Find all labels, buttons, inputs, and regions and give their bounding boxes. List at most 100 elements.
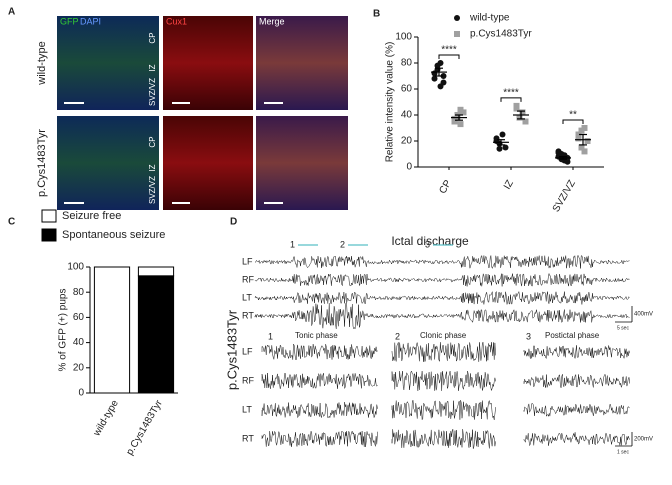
significance-label: ** [569, 110, 577, 121]
segment-marker: 1 [268, 331, 273, 341]
phase-label: Tonic phase [295, 331, 338, 340]
segment-marker: 3 [425, 239, 430, 249]
eeg-trace [261, 402, 378, 419]
channel-label: RT [242, 433, 254, 443]
eeg-trace [254, 302, 630, 330]
y-axis-title: % of GFP (+) pups [58, 289, 69, 372]
eeg-trace [523, 345, 630, 360]
legend-label: p.Cys1483Tyr [470, 29, 532, 40]
significance-bracket [438, 54, 460, 59]
data-point [451, 118, 458, 125]
micrograph [57, 116, 159, 210]
micrograph [57, 16, 159, 110]
data-point [437, 83, 444, 90]
phase-label: Clonic phase [420, 331, 467, 340]
layer-label: SVZ/VZ [148, 176, 157, 204]
scale-label: 1 sec [617, 449, 629, 455]
legend-label: Spontaneous seizure [62, 229, 165, 241]
y-tick-label: 80 [73, 287, 85, 298]
data-point [564, 158, 571, 165]
bar-segment [93, 266, 131, 394]
eeg-trace [254, 272, 630, 287]
eeg-trace [523, 432, 630, 447]
y-tick-label: 60 [73, 312, 85, 323]
significance-label: **** [441, 45, 457, 56]
y-tick-label: 0 [78, 388, 84, 399]
data-point [499, 131, 506, 138]
data-point [575, 131, 582, 138]
channel-label: DAPI [80, 16, 101, 26]
panel-label: B [373, 9, 380, 20]
segment-marker: 2 [340, 239, 345, 249]
scale-label: 400mV [634, 312, 653, 318]
data-point [555, 149, 562, 156]
mean-sem [513, 110, 529, 120]
data-point [575, 135, 582, 142]
y-tick-label: 20 [73, 362, 85, 373]
eeg-trace [391, 370, 496, 392]
scale-label: 5 sec [617, 325, 629, 331]
significance-bracket [500, 97, 522, 102]
channel-label: LT [242, 292, 252, 302]
x-tick-label: p.Cys1483Tyr [125, 398, 166, 458]
bar-segment [137, 266, 175, 277]
micrograph [163, 16, 253, 110]
y-tick-label: 40 [73, 337, 85, 348]
data-point [578, 127, 585, 134]
eeg-trace [523, 402, 630, 418]
scale-bar [615, 306, 633, 447]
channel-label: RF [242, 274, 254, 284]
bar-segment [137, 275, 175, 394]
data-point [522, 118, 529, 125]
y-tick-label: 100 [395, 32, 412, 43]
row-label: p.Cys1483Tyr [36, 129, 48, 197]
panel-title: Ictal discharge [391, 234, 469, 248]
y-tick-label: 60 [401, 84, 413, 95]
data-point [578, 144, 585, 151]
data-point [581, 148, 588, 155]
data-point [437, 60, 444, 66]
eeg-trace [254, 291, 630, 305]
segment-marker: 2 [395, 331, 400, 341]
segment-marker: 3 [526, 331, 531, 341]
layer-label: IZ [148, 164, 157, 171]
segment-marker: 1 [290, 239, 295, 249]
panel-a: A GFP DAPI Cux1 Merge wild-type p.Cys148… [8, 7, 348, 210]
channel-label: LF [242, 346, 253, 356]
data-point [457, 121, 464, 128]
eeg-trace [261, 343, 378, 360]
mean-sem [451, 114, 467, 121]
panel-label: D [230, 217, 237, 228]
channel-label: GFP [60, 16, 79, 26]
data-point [502, 144, 509, 151]
channel-label: LT [242, 404, 252, 414]
eeg-trace [391, 341, 496, 363]
data-point [584, 138, 591, 144]
x-tick-label: SVZ/VZ [551, 178, 578, 214]
mean-sem [493, 139, 509, 146]
data-point [440, 73, 447, 79]
y-axis-title: Relative intensity value (%) [385, 42, 396, 163]
eeg-trace [391, 428, 496, 449]
x-tick-label: IZ [502, 178, 516, 191]
panel-label: A [8, 7, 15, 18]
y-tick-label: 80 [401, 58, 413, 69]
legend-label: wild-type [469, 13, 510, 24]
legend-swatch [41, 209, 57, 223]
layer-label: IZ [148, 64, 157, 71]
channel-label: Cux1 [166, 16, 187, 26]
eeg-trace [391, 399, 496, 421]
micrograph [163, 116, 253, 210]
x-tick-label: CP [437, 178, 454, 196]
eeg-trace [254, 254, 630, 270]
layer-label: CP [148, 32, 157, 43]
data-point [493, 138, 500, 144]
significance-label: **** [503, 88, 519, 99]
micrograph [256, 116, 348, 210]
mean-sem [431, 67, 447, 77]
data-point [457, 106, 464, 113]
y-tick-label: 40 [401, 110, 413, 121]
mean-sem [555, 156, 571, 160]
legend-marker [454, 31, 460, 37]
